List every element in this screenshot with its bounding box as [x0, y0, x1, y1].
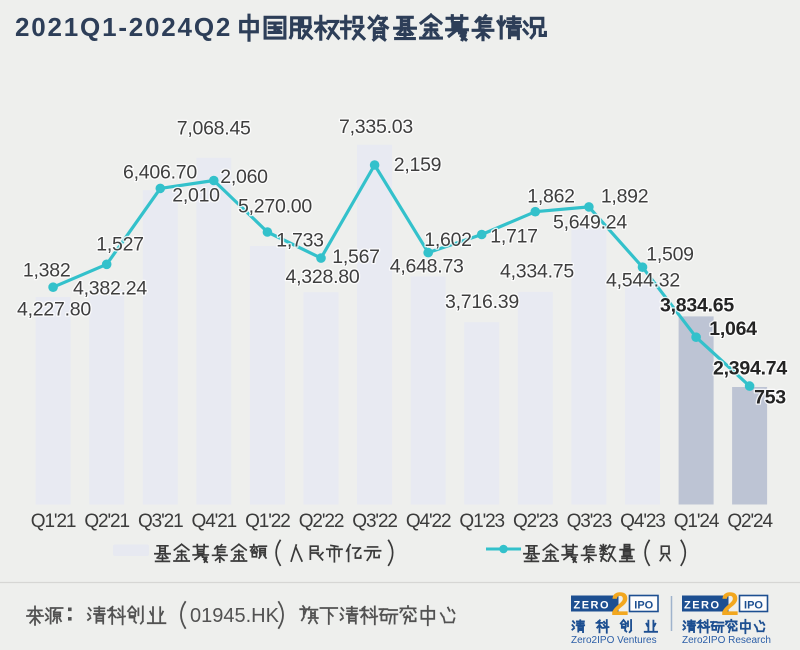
svg-text:Q3'22: Q3'22 [352, 511, 397, 532]
svg-text:Q2'23: Q2'23 [513, 511, 558, 532]
svg-text:1,862: 1,862 [527, 186, 575, 208]
svg-text:2: 2 [611, 586, 629, 622]
svg-text:ZERO: ZERO [684, 600, 721, 612]
svg-text:3,716.39: 3,716.39 [445, 291, 519, 313]
svg-text:4,648.73: 4,648.73 [390, 255, 464, 277]
svg-text:1,892: 1,892 [601, 186, 649, 208]
svg-text:2021Q1-2024Q2: 2021Q1-2024Q2 [15, 12, 232, 42]
svg-text:Q1'24: Q1'24 [674, 511, 720, 532]
svg-text:7,335.03: 7,335.03 [339, 116, 413, 138]
svg-text:1,602: 1,602 [424, 229, 472, 251]
svg-text:Zero2IPO Research: Zero2IPO Research [682, 635, 771, 646]
svg-text:2: 2 [721, 586, 739, 622]
svg-text:Q3'21: Q3'21 [138, 511, 183, 532]
svg-text:Q2'22: Q2'22 [299, 511, 344, 532]
svg-text:2,394.74: 2,394.74 [713, 358, 787, 380]
svg-text:2,159: 2,159 [394, 154, 442, 176]
svg-text:7,068.45: 7,068.45 [177, 118, 251, 140]
svg-text:2,060: 2,060 [220, 166, 268, 188]
svg-text:4,382.24: 4,382.24 [73, 277, 147, 299]
svg-text:6,406.70: 6,406.70 [123, 161, 197, 183]
svg-text:Q2'24: Q2'24 [727, 511, 773, 532]
svg-text:4,334.75: 4,334.75 [500, 261, 574, 283]
svg-text:1,733: 1,733 [276, 230, 324, 252]
svg-text:Zero2IPO Ventures: Zero2IPO Ventures [571, 635, 657, 646]
svg-text:1,527: 1,527 [96, 233, 144, 255]
svg-text:Q4'21: Q4'21 [192, 511, 237, 532]
svg-text:ZERO: ZERO [573, 600, 610, 612]
svg-text:753: 753 [754, 387, 786, 409]
svg-text:2,010: 2,010 [172, 185, 220, 207]
svg-text:Q1'22: Q1'22 [245, 511, 290, 532]
svg-text:4,328.80: 4,328.80 [286, 266, 360, 288]
svg-text:Q1'21: Q1'21 [31, 511, 76, 532]
svg-text:5,649.24: 5,649.24 [553, 212, 627, 234]
svg-text:1,509: 1,509 [646, 243, 694, 265]
svg-text:4,227.80: 4,227.80 [17, 299, 91, 321]
svg-text:Q1'23: Q1'23 [459, 511, 504, 532]
svg-text:1,717: 1,717 [490, 225, 538, 247]
svg-text:IPO: IPO [634, 600, 653, 612]
svg-text:IPO: IPO [744, 600, 763, 612]
svg-text:Q4'22: Q4'22 [406, 511, 451, 532]
svg-text:Q3'23: Q3'23 [567, 511, 612, 532]
svg-text:1,064: 1,064 [709, 318, 757, 340]
svg-text:3,834.65: 3,834.65 [660, 295, 734, 317]
svg-text:5,270.00: 5,270.00 [238, 196, 312, 218]
svg-text:1,567: 1,567 [332, 246, 380, 268]
svg-text:Q4'23: Q4'23 [620, 511, 665, 532]
svg-text:1,382: 1,382 [23, 260, 71, 282]
svg-text:01945.HK: 01945.HK [190, 605, 280, 627]
svg-text:Q2'21: Q2'21 [84, 511, 129, 532]
svg-text:4,544.32: 4,544.32 [606, 270, 680, 292]
